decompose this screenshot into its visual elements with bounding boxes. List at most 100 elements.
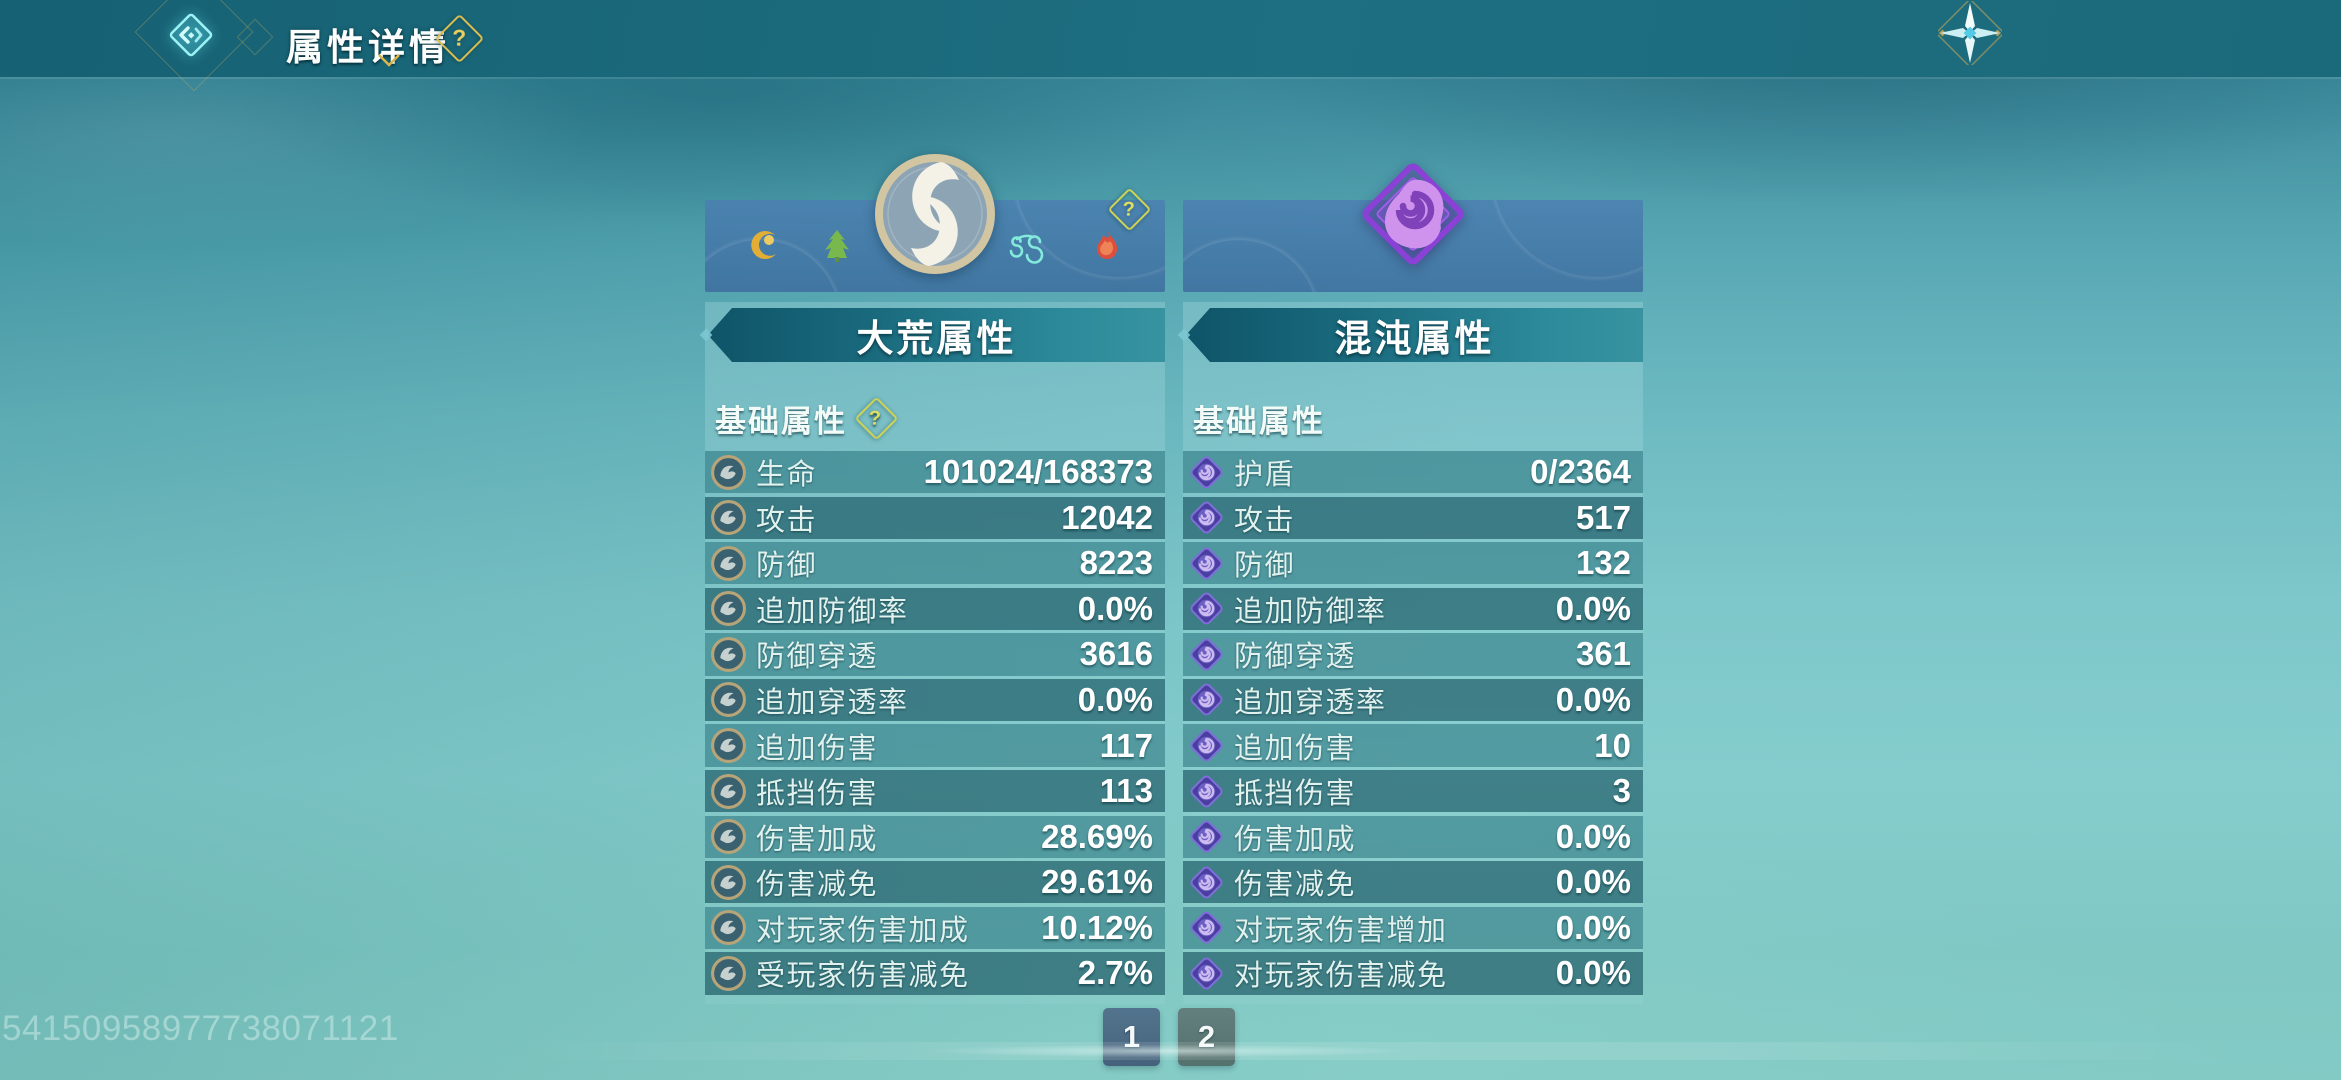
stat-row: 追加伤害 10 [1183, 724, 1643, 767]
stat-row: 抵挡伤害 113 [705, 770, 1165, 813]
wild-swirl-coin-icon [710, 454, 747, 491]
page-1-button[interactable]: 1 [1103, 1008, 1160, 1066]
fire-element-icon[interactable] [1088, 227, 1126, 265]
stat-value: 101024/168373 [923, 453, 1153, 491]
stat-row: 追加穿透率 0.0% [705, 678, 1165, 722]
stat-row: 攻击 12042 [705, 496, 1165, 539]
stat-row: 受玩家伤害减免 2.7% [705, 952, 1165, 995]
stat-value: 0.0% [1077, 589, 1153, 627]
stat-label: 抵挡伤害 [756, 778, 879, 811]
stat-row: 追加伤害 117 [705, 724, 1165, 767]
stat-label: 追加伤害 [756, 732, 879, 765]
stat-label: 防御 [1234, 550, 1296, 583]
back-button[interactable] [167, 11, 215, 59]
base-stats-help-icon[interactable]: ? [854, 396, 899, 441]
stat-label: 追加穿透率 [1234, 686, 1387, 719]
watermark-id: 54150958977738071121 [2, 1009, 399, 1048]
wild-swirl-coin-icon [710, 864, 747, 901]
stat-label: 受玩家伤害减免 [756, 960, 970, 993]
chaos-icon-strip [1183, 163, 1643, 292]
stat-label: 抵挡伤害 [1234, 778, 1357, 811]
stat-row: 护盾 0/2364 [1183, 451, 1643, 494]
stat-value: 0.0% [1555, 817, 1631, 855]
wild-swirl-coin-icon [710, 681, 747, 718]
section-label: 基础属性 [715, 404, 847, 439]
stat-row: 伤害加成 0.0% [1183, 815, 1643, 858]
stat-row: 抵挡伤害 3 [1183, 770, 1643, 813]
stat-row: 防御穿透 361 [1183, 633, 1643, 676]
stat-label: 攻击 [1234, 504, 1296, 537]
attribute-panels: ? 大荒属性 基础属性 ? 生命 101024/ [699, 154, 1643, 1004]
panel-title: 混沌属性 [1334, 318, 1495, 359]
chaos-swirl-diamond-icon [1188, 499, 1225, 536]
section-label: 基础属性 [1193, 404, 1325, 439]
stat-value: 10 [1594, 726, 1631, 764]
stat-label: 伤害加成 [756, 823, 879, 856]
great-wild-panel-body: 大荒属性 基础属性 ? 生命 101024/168373 攻击 12042 [699, 302, 1165, 1004]
element-icon-strip: ? [705, 154, 1165, 292]
stat-value: 0.0% [1555, 908, 1631, 946]
stat-row: 对玩家伤害减免 0.0% [1183, 952, 1643, 995]
wild-swirl-coin-icon [710, 636, 747, 673]
wild-swirl-coin-icon [710, 773, 747, 810]
wood-element-icon[interactable] [817, 225, 857, 265]
chaos-swirl-diamond-icon [1188, 864, 1225, 901]
stat-label: 伤害加成 [1234, 823, 1357, 856]
stat-label: 追加防御率 [1234, 595, 1387, 628]
wild-swirl-coin-icon [710, 727, 747, 764]
stat-label: 护盾 [1234, 459, 1296, 492]
stat-value: 132 [1575, 544, 1631, 582]
stat-label: 防御穿透 [756, 641, 879, 674]
stat-value: 29.61% [1041, 863, 1153, 901]
stat-label: 追加防御率 [756, 595, 909, 628]
great-wild-stat-list: 生命 101024/168373 攻击 12042 防御 8223 追加防御率 … [705, 451, 1165, 995]
back-diamond-arrow-icon [169, 13, 213, 57]
stat-value: 117 [1099, 726, 1153, 764]
wild-swirl-coin-icon [710, 909, 747, 946]
chaos-swirl-diamond-icon [1188, 545, 1225, 582]
chaos-swirl-diamond-icon [1188, 681, 1225, 718]
title-bar-diamond-dot [1177, 328, 1191, 342]
element-help-icon[interactable]: ? [1107, 187, 1152, 232]
stat-value: 2.7% [1077, 954, 1153, 992]
stat-value: 0.0% [1555, 680, 1631, 718]
great-wild-emblem-icon [875, 154, 995, 274]
stat-value: 3 [1612, 772, 1631, 810]
panel-chaos: 混沌属性 基础属性 护盾 0/2364 攻击 517 防御 132 追加防御率 … [1177, 163, 1643, 1004]
stat-label: 攻击 [756, 504, 818, 537]
stat-row: 伤害减免 0.0% [1183, 861, 1643, 904]
stat-value: 0.0% [1077, 680, 1153, 718]
stat-row: 伤害加成 28.69% [705, 815, 1165, 858]
chaos-swirl-diamond-icon [1188, 636, 1225, 673]
stat-value: 361 [1575, 635, 1631, 673]
stat-value: 0.0% [1555, 863, 1631, 901]
gold-chevron-ornament [378, 54, 400, 67]
stat-row: 追加防御率 0.0% [705, 587, 1165, 630]
wind-element-icon[interactable] [1005, 226, 1045, 266]
pagination: 1 2 [1103, 1008, 1235, 1066]
moon-element-icon[interactable] [745, 227, 783, 265]
page-title: 属性详情 [286, 27, 450, 68]
chaos-swirl-diamond-icon [1188, 909, 1225, 946]
chaos-swirl-diamond-icon [1188, 773, 1225, 810]
stat-row: 防御 132 [1183, 542, 1643, 585]
stat-value: 8223 [1079, 544, 1153, 582]
chaos-swirl-diamond-icon [1188, 454, 1225, 491]
wild-swirl-coin-icon [710, 545, 747, 582]
wild-swirl-coin-icon [710, 818, 747, 855]
stat-value: 0.0% [1555, 954, 1631, 992]
wild-swirl-coin-icon [710, 590, 747, 627]
stat-label: 伤害减免 [1234, 869, 1357, 902]
page-2-button[interactable]: 2 [1178, 1008, 1235, 1066]
stat-value: 0/2364 [1530, 453, 1631, 491]
chaos-stat-list: 护盾 0/2364 攻击 517 防御 132 追加防御率 0.0% 防御穿透 … [1183, 451, 1643, 995]
stat-value: 10.12% [1041, 908, 1153, 946]
chaos-swirl-diamond-icon [1188, 727, 1225, 764]
stat-row: 攻击 517 [1183, 496, 1643, 539]
stat-label: 对玩家伤害加成 [756, 914, 970, 947]
stat-label: 生命 [756, 459, 818, 492]
stat-label: 防御 [756, 550, 818, 583]
panel-title: 大荒属性 [856, 318, 1017, 359]
title-bar-diamond-dot [699, 328, 713, 342]
stat-label: 防御穿透 [1234, 641, 1357, 674]
